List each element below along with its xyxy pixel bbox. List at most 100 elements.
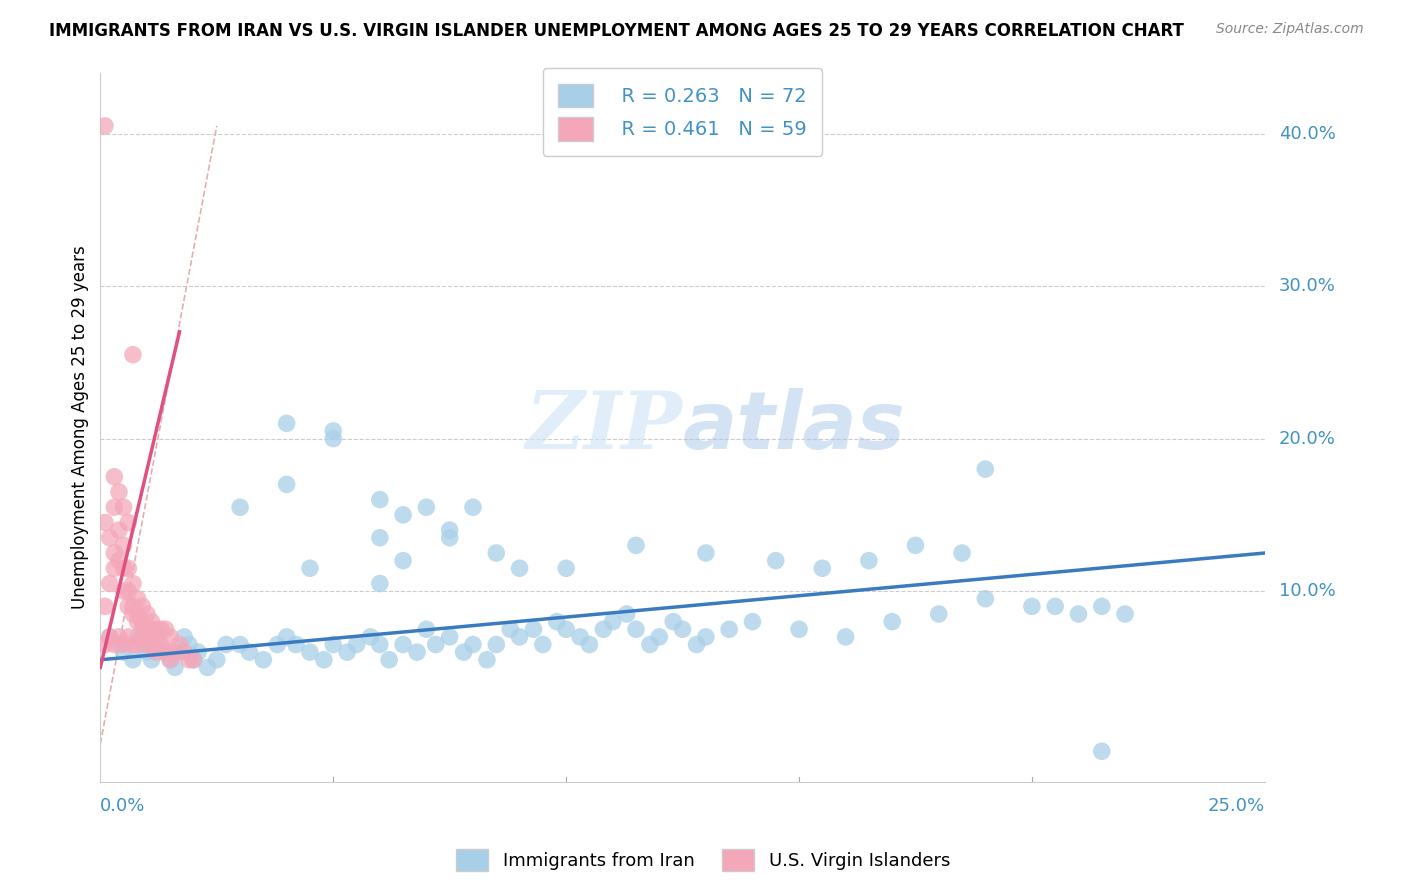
Point: [858, 554, 880, 568]
Point: [155, 645, 177, 659]
Point: [145, 645, 167, 659]
Text: 20.0%: 20.0%: [1279, 430, 1336, 448]
Point: [155, 622, 177, 636]
Point: [475, 653, 498, 667]
Text: 30.0%: 30.0%: [1279, 277, 1336, 295]
Point: [122, 638, 145, 652]
Point: [141, 622, 163, 636]
Point: [163, 645, 186, 659]
Point: [103, 638, 125, 652]
Point: [882, 615, 904, 629]
Legend:   R = 0.263   N = 72,   R = 0.461   N = 59: R = 0.263 N = 72, R = 0.461 N = 59: [543, 68, 823, 156]
Point: [94, 119, 117, 133]
Point: [94, 638, 117, 652]
Point: [183, 653, 205, 667]
Point: [141, 653, 163, 667]
Point: [159, 653, 181, 667]
Point: [485, 546, 508, 560]
Point: [98, 531, 121, 545]
Point: [624, 538, 647, 552]
Point: [592, 622, 614, 636]
Point: [509, 630, 531, 644]
Point: [173, 645, 195, 659]
Point: [112, 561, 135, 575]
Text: 25.0%: 25.0%: [1208, 797, 1265, 815]
Point: [122, 348, 145, 362]
Point: [285, 638, 308, 652]
Point: [392, 554, 415, 568]
Text: ZIP: ZIP: [526, 388, 682, 466]
Point: [522, 622, 544, 636]
Text: 0.0%: 0.0%: [100, 797, 146, 815]
Point: [439, 531, 461, 545]
Point: [117, 561, 139, 575]
Point: [741, 615, 763, 629]
Point: [205, 653, 228, 667]
Point: [298, 561, 321, 575]
Point: [177, 653, 200, 667]
Point: [266, 638, 288, 652]
Point: [531, 638, 554, 652]
Point: [904, 538, 927, 552]
Point: [145, 638, 167, 652]
Point: [811, 561, 834, 575]
Point: [141, 638, 163, 652]
Point: [136, 630, 159, 644]
Point: [117, 630, 139, 644]
Point: [298, 645, 321, 659]
Point: [322, 424, 344, 438]
Point: [238, 645, 260, 659]
Point: [439, 630, 461, 644]
Point: [108, 554, 131, 568]
Y-axis label: Unemployment Among Ages 25 to 29 years: Unemployment Among Ages 25 to 29 years: [72, 245, 89, 609]
Point: [108, 485, 131, 500]
Point: [163, 660, 186, 674]
Point: [131, 599, 153, 614]
Point: [108, 523, 131, 537]
Point: [145, 632, 167, 647]
Point: [406, 645, 429, 659]
Point: [499, 622, 522, 636]
Point: [578, 638, 600, 652]
Point: [1021, 599, 1043, 614]
Text: 10.0%: 10.0%: [1279, 582, 1336, 600]
Point: [546, 615, 568, 629]
Point: [136, 607, 159, 621]
Point: [159, 653, 181, 667]
Point: [197, 660, 219, 674]
Point: [98, 630, 121, 644]
Point: [648, 630, 671, 644]
Point: [112, 500, 135, 515]
Point: [112, 645, 135, 659]
Point: [127, 615, 149, 629]
Point: [215, 638, 238, 652]
Legend: Immigrants from Iran, U.S. Virgin Islanders: Immigrants from Iran, U.S. Virgin Island…: [449, 842, 957, 879]
Point: [127, 630, 149, 644]
Point: [624, 622, 647, 636]
Point: [1067, 607, 1090, 621]
Point: [638, 638, 661, 652]
Point: [149, 638, 172, 652]
Point: [322, 432, 344, 446]
Point: [276, 630, 298, 644]
Point: [336, 645, 359, 659]
Point: [392, 508, 415, 522]
Point: [439, 523, 461, 537]
Point: [131, 630, 153, 644]
Point: [141, 615, 163, 629]
Point: [662, 615, 685, 629]
Point: [141, 630, 163, 644]
Point: [155, 645, 177, 659]
Point: [117, 516, 139, 530]
Point: [1091, 744, 1114, 758]
Point: [974, 462, 997, 476]
Point: [229, 638, 252, 652]
Point: [322, 638, 344, 652]
Point: [122, 599, 145, 614]
Point: [555, 622, 578, 636]
Point: [787, 622, 810, 636]
Point: [415, 500, 437, 515]
Point: [555, 561, 578, 575]
Point: [312, 653, 335, 667]
Point: [453, 645, 475, 659]
